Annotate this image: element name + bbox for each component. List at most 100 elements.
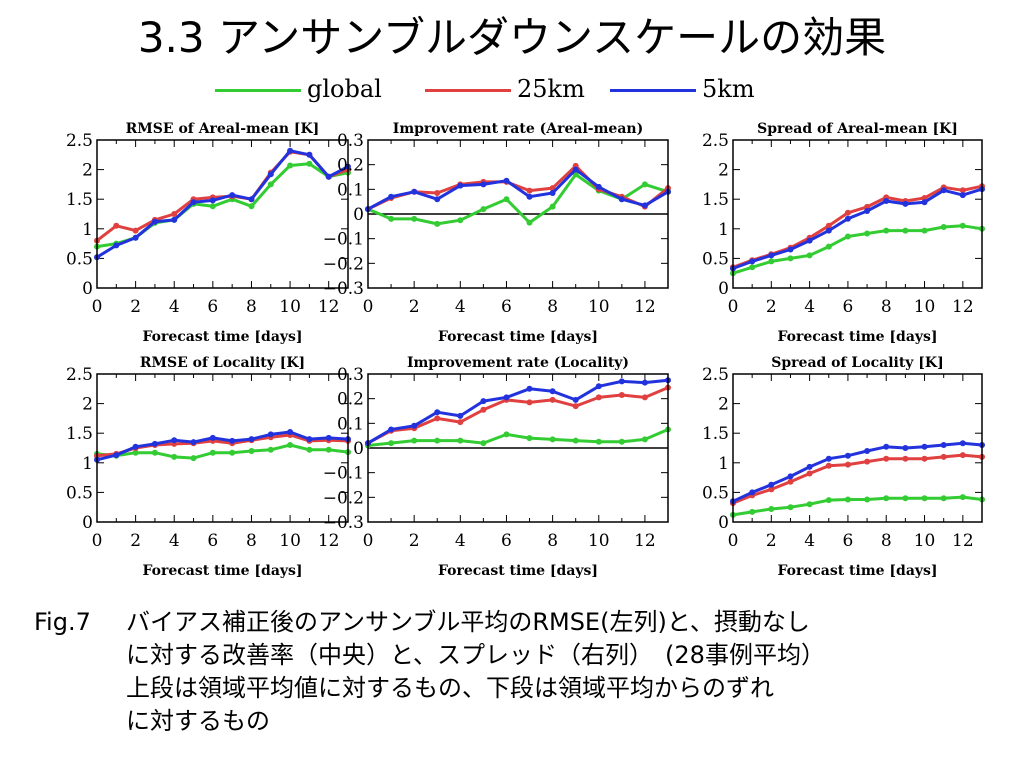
x-tick-label: 4 (804, 297, 815, 317)
data-point-global (526, 219, 533, 226)
data-point-25km (526, 187, 533, 194)
series-line-5km (367, 378, 669, 445)
plot-frame (96, 373, 349, 523)
data-point-5km (959, 192, 966, 199)
x-axis-label: Forecast time [days] (142, 563, 302, 579)
data-point-5km (325, 173, 332, 180)
data-point-25km (457, 419, 464, 426)
x-tick-label: 8 (547, 297, 558, 317)
y-tick-label: −0.1 (323, 230, 364, 250)
x-tick-label: 6 (843, 297, 854, 317)
data-point-global (132, 449, 139, 456)
data-point-5km (940, 187, 947, 194)
x-tick-label: 12 (634, 297, 656, 317)
data-point-global (768, 258, 775, 265)
data-point-5km (113, 242, 120, 249)
plot-frame (367, 139, 669, 289)
data-point-5km (503, 177, 510, 184)
data-point-25km (480, 406, 487, 413)
data-point-5km (248, 436, 255, 443)
y-tick-label: 0.5 (702, 249, 729, 269)
data-point-5km (526, 385, 533, 392)
series-line-5km (96, 430, 349, 462)
series-line-global (732, 495, 983, 517)
data-point-5km (825, 227, 832, 234)
y-tick-label: 0.3 (337, 365, 364, 385)
y-tick-label: 0.5 (702, 483, 729, 503)
series-line-5km (732, 441, 983, 503)
data-point-5km (549, 388, 556, 395)
data-point-25km (921, 195, 928, 201)
data-point-5km (572, 166, 579, 173)
series-line-global (96, 443, 349, 460)
x-tick-label: 4 (455, 531, 466, 551)
chart-panel: Improvement rate (Areal-mean) −0.3 −0.2 −0.… (323, 121, 671, 345)
x-tick-label: 0 (363, 297, 374, 317)
data-point-global (595, 438, 602, 445)
y-tick-label: 2.5 (702, 131, 729, 151)
data-point-5km (229, 437, 236, 444)
x-axis-label: Forecast time [days] (777, 563, 937, 579)
x-tick-label: 10 (279, 297, 301, 317)
data-point-global (267, 446, 274, 453)
data-point-5km (806, 463, 813, 470)
data-point-global (190, 455, 197, 462)
data-point-global (641, 436, 648, 443)
data-point-5km (921, 443, 928, 450)
data-point-25km (641, 394, 648, 401)
y-tick-label: 0.3 (337, 131, 364, 151)
data-point-global (787, 255, 794, 262)
data-point-global (151, 449, 158, 456)
y-tick-label: 1.5 (66, 424, 93, 444)
x-tick-label: 12 (952, 531, 974, 551)
y-tick-label: 1 (718, 220, 729, 240)
data-point-5km (902, 200, 909, 207)
legend-label-5km: 5km (702, 75, 755, 103)
data-point-5km (190, 439, 197, 446)
series-line-5km (367, 168, 669, 211)
y-tick-label: 2 (718, 395, 729, 415)
data-point-5km (209, 197, 216, 204)
y-tick-label: 2.5 (66, 131, 93, 151)
data-point-25km (595, 394, 602, 401)
series-line-global (367, 428, 669, 447)
data-point-25km (864, 458, 871, 465)
x-tick-label: 0 (92, 297, 103, 317)
data-point-global (526, 435, 533, 442)
data-point-5km (572, 396, 579, 403)
data-point-5km (325, 434, 332, 441)
data-point-global (549, 203, 556, 210)
data-point-5km (844, 452, 851, 459)
chart-title: Improvement rate (Areal-mean) (393, 121, 643, 137)
data-point-25km (959, 187, 966, 194)
data-point-global (844, 233, 851, 240)
chart-title: RMSE of Locality [K] (140, 355, 305, 371)
data-point-5km (921, 199, 928, 206)
data-point-5km (844, 215, 851, 222)
chart-title: Spread of Areal-mean [K] (757, 121, 958, 137)
y-tick-label: −0.2 (323, 488, 364, 508)
data-point-25km (921, 455, 928, 462)
chart-title: RMSE of Areal-mean [K] (126, 121, 320, 137)
data-point-25km (940, 453, 947, 460)
data-point-global (411, 215, 418, 222)
data-point-global (883, 495, 890, 502)
chart-title: Improvement rate (Locality) (407, 355, 629, 371)
x-tick-label: 4 (169, 531, 180, 551)
data-point-5km (641, 379, 648, 386)
x-tick-label: 2 (130, 297, 141, 317)
y-tick-label: 0.5 (66, 483, 93, 503)
data-point-5km (457, 412, 464, 419)
data-point-5km (503, 394, 510, 401)
data-point-global (902, 227, 909, 234)
y-tick-label: 2 (718, 161, 729, 181)
data-point-5km (209, 434, 216, 441)
data-point-5km (190, 199, 197, 206)
y-tick-label: 0.5 (66, 249, 93, 269)
x-tick-label: 6 (207, 297, 218, 317)
data-point-5km (434, 409, 441, 416)
data-point-global (959, 222, 966, 229)
x-tick-label: 12 (952, 297, 974, 317)
data-point-global (844, 496, 851, 503)
series-line-5km (96, 149, 349, 259)
